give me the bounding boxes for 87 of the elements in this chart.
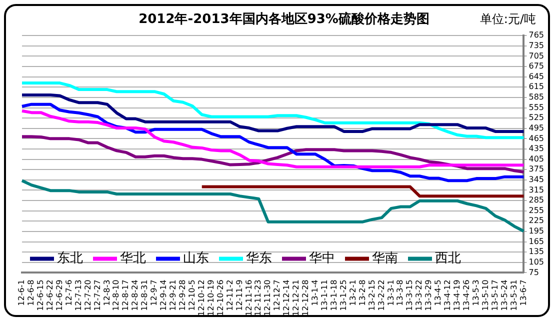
x-tick-label: 13-5-31 <box>509 280 518 311</box>
y-tick-label: 765 <box>528 30 544 40</box>
y-tick-label: 315 <box>528 185 544 194</box>
x-tick-label: 13-2-15 <box>367 280 376 311</box>
x-tick-label: 12-11-9 <box>234 280 244 311</box>
x-tick-label: 12-7-6 <box>64 280 74 306</box>
x-tick-label: 12-7-20 <box>83 280 92 311</box>
y-tick-label: 615 <box>528 82 544 92</box>
x-tick-label: 13-4-19 <box>452 280 462 311</box>
y-tick-label: 465 <box>528 134 544 143</box>
y-tick-label: 645 <box>528 72 544 81</box>
x-tick-label: 13-1-11 <box>320 280 330 311</box>
x-tick-label: 12-7-13 <box>74 280 83 311</box>
x-tick-label: 13-5-24 <box>500 280 509 311</box>
x-tick-label: 12-8-10 <box>112 280 121 311</box>
x-tick-label: 12-6-29 <box>54 280 64 311</box>
x-tick-label: 12-11-16 <box>244 280 254 316</box>
x-tick-label: 13-5-10 <box>480 280 490 311</box>
x-tick-label: 12-12-7 <box>272 280 282 311</box>
x-tick-label: 13-3-8 <box>396 280 405 306</box>
x-tick-label: 13-4-5 <box>434 280 443 306</box>
x-tick-label: 12-8-24 <box>130 280 140 311</box>
x-tick-label: 13-5-17 <box>490 280 500 311</box>
y-tick-label: 285 <box>528 196 544 205</box>
x-tick-label: 12-12-28 <box>301 280 310 316</box>
x-tick-label: 12-12-14 <box>282 280 292 316</box>
legend-label: 华北 <box>120 251 146 266</box>
x-tick-label: 12-7-27 <box>92 280 102 311</box>
x-tick-label: 12-11-30 <box>263 280 272 316</box>
x-tick-label: 13-2-22 <box>376 280 386 311</box>
y-tick-label: 105 <box>528 257 544 266</box>
x-tick-label: 12-12-21 <box>292 280 301 316</box>
x-tick-label: 13-3-1 <box>386 280 396 306</box>
x-tick-label: 12-10-12 <box>196 280 206 316</box>
x-tick-label: 13-1-18 <box>329 280 338 311</box>
y-tick-label: 165 <box>528 236 544 246</box>
legend-label: 华东 <box>246 251 272 266</box>
x-tick-label: 13-3-29 <box>424 280 434 311</box>
y-tick-label: 585 <box>528 92 544 102</box>
x-tick-label: 12-11-2 <box>225 280 234 311</box>
y-tick-label: 345 <box>528 174 544 184</box>
x-tick-label: 13-1-4 <box>310 280 320 306</box>
x-tick-label: 12-9-14 <box>159 280 168 311</box>
x-tick-label: 12-9-28 <box>178 280 188 311</box>
y-tick-label: 225 <box>528 216 544 226</box>
y-tick-label: 495 <box>528 123 544 132</box>
x-tick-label: 12-6-15 <box>36 280 46 311</box>
x-tick-label: 12-11-23 <box>254 280 263 316</box>
text: 单位:元/吨 <box>480 12 536 26</box>
x-tick-label: 13-3-15 <box>405 280 414 311</box>
legend-label: 华南 <box>372 251 398 266</box>
x-tick-label: 12-8-3 <box>102 280 112 306</box>
y-tick-label: 255 <box>528 206 544 215</box>
x-tick-label: 13-6-7 <box>518 280 528 306</box>
x-tick-label: 12-10-5 <box>187 280 196 311</box>
x-tick-label: 13-4-12 <box>443 280 452 311</box>
y-tick-label: 675 <box>528 62 544 71</box>
x-tick-label: 12-6-1 <box>17 280 26 306</box>
y-tick-label: 75 <box>528 268 539 277</box>
y-tick-label: 405 <box>528 154 544 164</box>
x-tick-label: 12-9-21 <box>168 280 178 311</box>
x-tick-label: 12-10-19 <box>206 280 216 316</box>
x-tick-label: 12-8-17 <box>121 280 130 311</box>
x-tick-label: 12-8-31 <box>140 280 150 311</box>
y-tick-label: 705 <box>528 51 544 60</box>
x-tick-label: 12-6-8 <box>26 280 36 306</box>
y-tick-label: 435 <box>528 144 544 154</box>
x-tick-label: 13-2-8 <box>358 280 367 306</box>
x-tick-label: 12-9-7 <box>150 280 159 306</box>
x-tick-label: 13-2-1 <box>348 280 358 306</box>
legend-label: 山东 <box>183 251 209 266</box>
y-tick-label: 735 <box>528 40 544 50</box>
x-tick-label: 13-1-25 <box>338 280 348 311</box>
y-tick-label: 555 <box>528 102 544 112</box>
x-tick-label: 13-4-26 <box>462 280 472 311</box>
legend-label: 华中 <box>309 251 335 266</box>
y-tick-label: 375 <box>528 164 544 174</box>
x-tick-label: 12-10-26 <box>216 280 225 316</box>
legend-label: 东北 <box>57 251 83 266</box>
y-tick-label: 135 <box>528 247 544 256</box>
chart-title: 2012年-2013年国内各地区93%硫酸价格走势图 <box>138 11 430 28</box>
x-tick-label: 12-6-22 <box>45 280 54 311</box>
y-tick-label: 195 <box>528 226 544 236</box>
x-tick-label: 13-3-22 <box>414 280 424 311</box>
legend-label: 西北 <box>435 251 461 266</box>
y-tick-label: 525 <box>528 113 544 122</box>
x-tick-label: 13-5-3 <box>471 280 480 306</box>
